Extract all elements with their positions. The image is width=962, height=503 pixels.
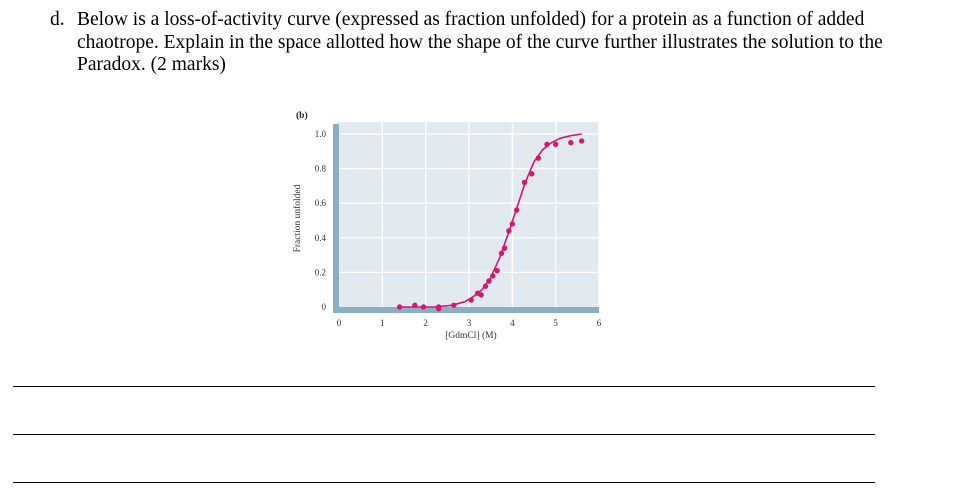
data-point	[420, 304, 427, 310]
panel-label: (b)	[296, 110, 308, 121]
data-point	[498, 250, 505, 257]
data-point	[552, 141, 559, 148]
answer-line-1[interactable]	[13, 386, 875, 387]
y-tick-label: 0.2	[315, 267, 326, 277]
y-axis-bar	[333, 124, 339, 313]
data-point	[468, 297, 474, 303]
x-tick-label: 0	[337, 318, 342, 328]
unfolding-chart: 0 1 2 3 4 5 6 0 0.2 0.4 0.6 0.8 1.0 [GdmCl] (M) Fracti…	[280, 110, 610, 350]
data-point	[529, 171, 535, 177]
x-axis-bar	[333, 307, 599, 313]
data-point	[396, 304, 403, 310]
data-point	[568, 139, 574, 146]
data-point	[451, 302, 457, 308]
data-point	[509, 221, 516, 227]
data-point	[578, 138, 585, 144]
data-point	[478, 292, 484, 298]
y-tick-label: 0.6	[315, 198, 327, 208]
x-tick-label: 5	[553, 318, 558, 328]
y-tick-label: 1.0	[315, 129, 327, 139]
answer-line-2[interactable]	[13, 434, 875, 435]
chart-canvas: 0 1 2 3 4 5 6 0 0.2 0.4 0.6 0.8 1.0 [GdmCl] (M) Fracti…	[292, 110, 602, 341]
y-tick-label: 0	[322, 302, 327, 312]
answer-line-3[interactable]	[13, 482, 875, 483]
data-point	[490, 273, 496, 279]
data-point	[535, 155, 542, 161]
data-point	[544, 141, 550, 148]
y-tick-label: 0.8	[315, 164, 327, 174]
data-point	[486, 278, 492, 284]
x-tick-label: 4	[510, 318, 515, 328]
question-label: d.	[50, 9, 65, 30]
data-point	[482, 283, 489, 289]
x-tick-label: 6	[597, 318, 602, 328]
data-point	[501, 245, 508, 251]
question-text: Below is a loss-of-activity curve (expre…	[77, 9, 883, 75]
x-axis-label: [GdmCl] (M)	[445, 330, 496, 341]
data-point	[506, 228, 512, 234]
x-tick-label: 1	[380, 318, 385, 328]
x-tick-label: 3	[467, 318, 472, 328]
x-tick-label: 2	[423, 318, 428, 328]
data-point	[435, 306, 442, 312]
y-axis-label: Fraction unfolded	[292, 184, 303, 252]
y-tick-label: 0.4	[315, 233, 327, 243]
data-point	[513, 207, 520, 213]
plot-background	[337, 122, 599, 311]
data-point	[412, 302, 418, 308]
data-point	[521, 179, 528, 186]
data-point	[494, 267, 500, 274]
